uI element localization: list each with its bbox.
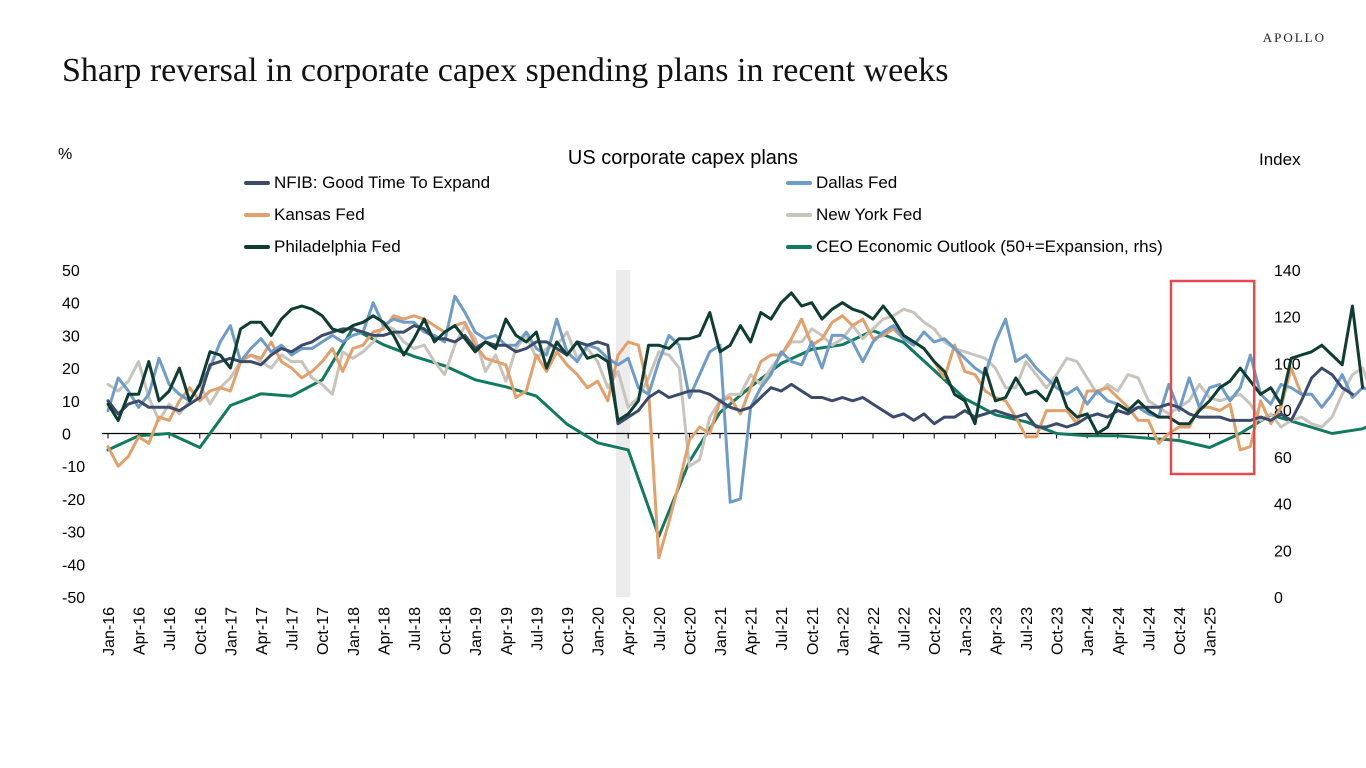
- x-tick-label: Apr-22: [866, 607, 883, 655]
- y-left-tick-label: -50: [62, 590, 85, 607]
- x-tick-label: Jan-19: [468, 607, 485, 656]
- x-tick-label: Jan-24: [1080, 607, 1097, 656]
- legend-label: Philadelphia Fed: [274, 237, 401, 256]
- legend-label: Kansas Fed: [274, 205, 365, 224]
- legend-label: Dallas Fed: [816, 173, 898, 192]
- x-tick-label: Jul-16: [162, 607, 179, 651]
- x-tick-label: Jul-19: [529, 607, 546, 651]
- x-tick-label: Apr-17: [254, 607, 271, 655]
- x-tick-label: Oct-23: [1050, 607, 1067, 655]
- x-tick-label: Jul-23: [1019, 607, 1036, 651]
- legend-swatch: [786, 245, 812, 249]
- x-tick-label: Jul-22: [897, 607, 914, 651]
- y-right-tick-label: 140: [1274, 263, 1301, 280]
- legend-swatch: [244, 181, 270, 185]
- legend-item-ceo: CEO Economic Outlook (50+=Expansion, rhs…: [786, 237, 1163, 257]
- legend-item-dallas: Dallas Fed: [786, 173, 897, 193]
- x-tick-label: Apr-24: [1111, 607, 1128, 655]
- legend-swatch: [786, 181, 812, 185]
- legend-item-philadelphia: Philadelphia Fed: [244, 237, 401, 257]
- y-right-tick-label: 0: [1274, 590, 1283, 607]
- x-tick-label: Apr-20: [621, 607, 638, 655]
- x-tick-label: Jul-20: [652, 607, 669, 651]
- legend-swatch: [244, 245, 270, 249]
- y-left-tick-label: 40: [62, 296, 80, 313]
- x-tick-label: Oct-21: [805, 607, 822, 655]
- x-tick-label: Apr-21: [744, 607, 761, 655]
- x-tick-label: Jan-16: [101, 607, 118, 656]
- y-right-tick-label: 60: [1274, 450, 1292, 467]
- y-left-tick-label: -40: [62, 557, 85, 574]
- x-tick-label: Apr-23: [988, 607, 1005, 655]
- y-left-tick-label: -30: [62, 525, 85, 542]
- legend-item-newyork: New York Fed: [786, 205, 922, 225]
- page-headline: Sharp reversal in corporate capex spendi…: [62, 52, 949, 89]
- x-tick-label: Oct-17: [315, 607, 332, 655]
- legend-item-kansas: Kansas Fed: [244, 205, 365, 225]
- series-line-dallas-fed: [106, 294, 1366, 504]
- x-tick-label: Jul-17: [285, 607, 302, 651]
- right-axis-unit: Index: [1259, 150, 1301, 169]
- x-tick-label: Oct-20: [682, 607, 699, 655]
- legend-label: NFIB: Good Time To Expand: [274, 173, 491, 192]
- series-line-ceo-economic-outlook-50-expansion-rhs: [106, 326, 1366, 538]
- x-tick-label: Jul-21: [774, 607, 791, 651]
- x-tick-label: Oct-19: [560, 607, 577, 655]
- x-tick-label: Jan-17: [223, 607, 240, 656]
- legend-swatch: [786, 213, 812, 217]
- x-tick-label: Jul-18: [407, 607, 424, 651]
- x-tick-label: Jan-22: [835, 607, 852, 656]
- series-line-philadelphia-fed: [106, 291, 1365, 435]
- legend-swatch: [244, 213, 270, 217]
- y-right-tick-label: 100: [1274, 356, 1301, 373]
- x-tick-label: Oct-16: [193, 607, 210, 655]
- legend-label: CEO Economic Outlook (50+=Expansion, rhs…: [816, 237, 1163, 256]
- y-right-tick-label: 20: [1274, 543, 1292, 560]
- left-axis-unit: %: [58, 146, 73, 163]
- x-tick-label: Jul-24: [1141, 607, 1158, 651]
- x-tick-label: Oct-18: [438, 607, 455, 655]
- y-left-tick-label: 50: [62, 263, 80, 280]
- x-tick-label: Apr-19: [499, 607, 516, 655]
- y-right-tick-label: 40: [1274, 497, 1292, 514]
- x-tick-label: Jan-21: [713, 607, 730, 656]
- brand-logo: APOLLO: [1262, 30, 1326, 45]
- highlight-box: [1169, 279, 1256, 476]
- y-left-tick-label: 10: [62, 394, 80, 411]
- x-tick-label: Jan-23: [958, 607, 975, 656]
- y-right-tick-label: 120: [1274, 310, 1301, 327]
- y-left-tick-label: 30: [62, 328, 80, 345]
- y-left-tick-label: -20: [62, 492, 85, 509]
- x-tick-label: Jan-18: [346, 607, 363, 656]
- x-tick-label: Apr-18: [376, 607, 393, 655]
- x-tick-label: Apr-16: [132, 607, 149, 655]
- series-line-kansas-fed: [106, 314, 1314, 560]
- y-left-tick-label: 20: [62, 361, 80, 378]
- legend-item-nfib: NFIB: Good Time To Expand: [244, 173, 490, 193]
- x-tick-label: Jan-20: [591, 607, 608, 656]
- chart-title: US corporate capex plans: [567, 147, 799, 169]
- y-left-tick-label: -10: [62, 459, 85, 476]
- x-tick-label: Oct-24: [1172, 607, 1189, 655]
- y-left-tick-label: 0: [62, 427, 71, 444]
- x-tick-label: Oct-22: [927, 607, 944, 655]
- x-tick-label: Jan-25: [1203, 607, 1220, 656]
- legend-label: New York Fed: [816, 205, 922, 224]
